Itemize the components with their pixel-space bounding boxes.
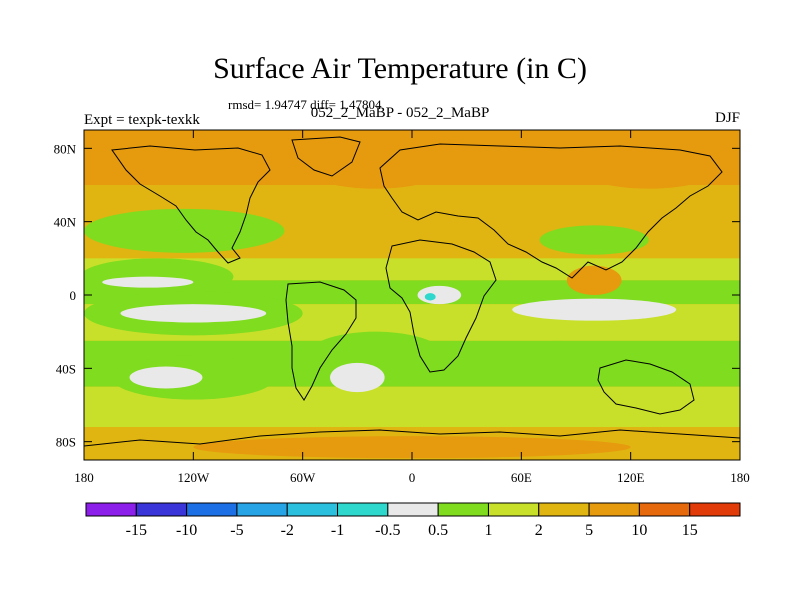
colorbar-label: 0.5 xyxy=(428,522,448,539)
coastline-south-america xyxy=(285,281,357,401)
x-tick-label: 120W xyxy=(177,470,210,485)
colorbar-swatch xyxy=(286,502,339,517)
colorbar-swatch xyxy=(638,502,691,517)
colorbar-label: 5 xyxy=(585,522,593,539)
coastlines xyxy=(84,136,740,460)
colorbar-swatch xyxy=(437,502,489,517)
stats-label: rmsd= 1.94747 diff= 1.47804 xyxy=(228,97,382,112)
experiment-label: Expt = texpk-texkk xyxy=(84,112,200,128)
chart-title: Surface Air Temperature (in C) xyxy=(213,52,587,85)
colorbar-swatch xyxy=(135,502,188,517)
coastline-antarctica xyxy=(84,429,740,460)
colorbar-label: 15 xyxy=(682,522,698,539)
colorbar-swatch xyxy=(337,502,389,517)
colorbar-label: 1 xyxy=(484,522,492,539)
field-region xyxy=(129,366,203,389)
field-region xyxy=(512,298,677,321)
x-tick-label: 60W xyxy=(290,470,316,485)
coastline-north-america xyxy=(111,145,271,264)
colorbar-label: -10 xyxy=(176,522,197,539)
field-region xyxy=(102,276,194,288)
x-tick-label: 120E xyxy=(617,470,645,485)
chart-subtitle: 052_2_MaBP - 052_2_MaBP xyxy=(310,105,490,121)
colorbar-label: -0.5 xyxy=(375,522,400,539)
colorbar: -15 -10 -5 -2 -1 -0.5 0.5 1 2 5 10 15 xyxy=(85,502,741,539)
colorbar-swatch xyxy=(689,502,741,517)
colorbar-swatch xyxy=(538,502,590,517)
y-axis: 80N 40N 0 40S 80S xyxy=(54,141,740,450)
colorbar-swatch xyxy=(85,502,137,517)
colorbar-swatch xyxy=(487,502,540,517)
colorbar-swatch xyxy=(387,502,439,517)
colorbar-label: -2 xyxy=(281,522,294,539)
field-region xyxy=(330,362,385,393)
y-tick-label: 80N xyxy=(54,141,77,156)
coastline-greenland xyxy=(291,136,361,177)
map-field xyxy=(84,130,740,460)
colorbar-swatch xyxy=(588,502,640,517)
y-tick-label: 40N xyxy=(54,215,77,230)
x-axis: 180 120W 60W 0 60E 120E 180 xyxy=(74,130,750,485)
colorbar-swatch xyxy=(236,502,288,517)
colorbar-label: 2 xyxy=(535,522,543,539)
y-tick-label: 0 xyxy=(70,288,77,303)
field-region xyxy=(539,225,649,255)
field-region xyxy=(566,265,622,296)
field-region xyxy=(120,304,267,323)
y-tick-label: 40S xyxy=(56,361,76,376)
field-region xyxy=(84,258,234,295)
colorbar-label: 10 xyxy=(631,522,647,539)
colorbar-label: -5 xyxy=(230,522,243,539)
x-tick-label: 180 xyxy=(730,470,750,485)
coastline-eurasia xyxy=(379,143,723,279)
field-region xyxy=(466,340,649,378)
field-region xyxy=(302,144,449,189)
colorbar-swatch xyxy=(186,502,238,517)
field-region xyxy=(417,285,462,305)
coastline-africa xyxy=(385,239,497,373)
x-tick-label: 180 xyxy=(74,470,94,485)
coastline-australia xyxy=(597,359,695,415)
x-tick-label: 0 xyxy=(409,470,416,485)
field-region xyxy=(424,293,436,301)
x-tick-label: 60E xyxy=(511,470,532,485)
field-region xyxy=(84,208,285,253)
field-regions xyxy=(84,144,722,459)
colorbar-label: -15 xyxy=(126,522,147,539)
colorbar-label: -1 xyxy=(331,522,344,539)
season-label: DJF xyxy=(714,110,740,126)
y-tick-label: 80S xyxy=(56,435,76,450)
field-region xyxy=(576,144,722,189)
